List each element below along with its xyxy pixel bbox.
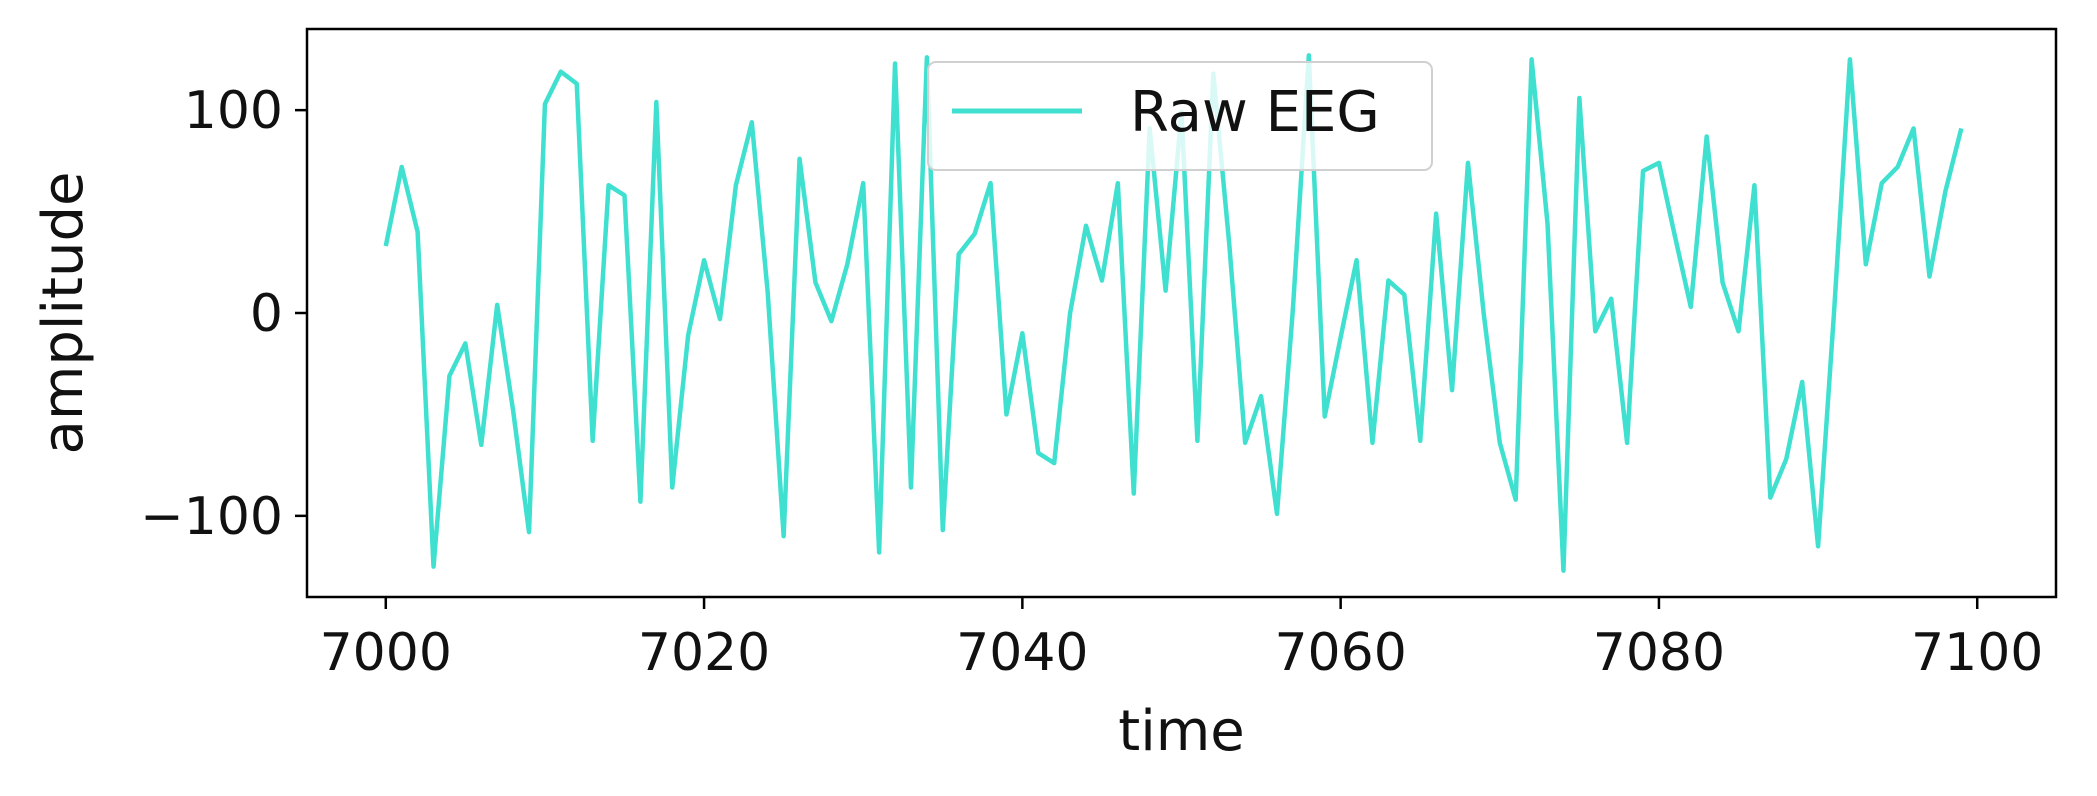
y-tick-label: −100 <box>140 487 283 547</box>
x-tick-label: 7100 <box>1911 623 2043 683</box>
y-tick-label: 0 <box>250 284 283 344</box>
x-tick-label: 7080 <box>1593 623 1725 683</box>
x-tick-label: 7000 <box>320 623 452 683</box>
plot-layer <box>383 53 1964 573</box>
x-tick-label: 7060 <box>1274 623 1406 683</box>
y-tick-label: 100 <box>184 81 283 141</box>
y-axis-label: amplitude <box>31 172 96 455</box>
x-axis: 7000 7020 7040 7060 7080 7100 <box>320 597 2043 683</box>
series-line-0 <box>383 53 1964 573</box>
legend: Raw EEG <box>927 61 1433 171</box>
x-tick-label: 7020 <box>638 623 770 683</box>
legend-box <box>927 61 1433 171</box>
x-axis-label: time <box>1118 699 1245 764</box>
y-axis: 100 0 −100 <box>140 81 307 547</box>
x-tick-label: 7040 <box>956 623 1088 683</box>
legend-label: Raw EEG <box>1130 80 1380 145</box>
